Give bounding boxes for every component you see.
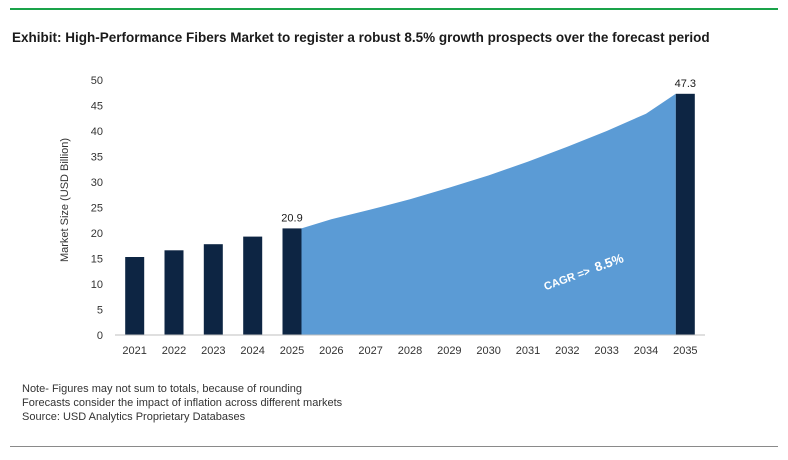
x-tick-label: 2025 — [280, 345, 304, 357]
x-tick-label: 2032 — [555, 345, 579, 357]
bar-2035 — [675, 93, 695, 335]
footnotes: Note- Figures may not sum to totals, bec… — [22, 382, 342, 424]
x-tick-label: 2024 — [240, 345, 264, 357]
y-tick-label: 35 — [91, 152, 103, 164]
bars — [125, 93, 695, 335]
y-tick-label: 45 — [91, 101, 103, 113]
x-tick-label: 2030 — [476, 345, 500, 357]
y-tick-label: 50 — [91, 75, 103, 87]
y-tick-label: 20 — [91, 228, 103, 240]
y-tick-label: 25 — [91, 203, 103, 215]
y-tick-label: 10 — [91, 279, 103, 291]
x-tick-label: 2029 — [437, 345, 461, 357]
x-axis: 2021 2022 2023 2024 2025 2026 2027 2028 2029 2030… — [115, 334, 705, 357]
data-label-2025: 20.9 — [281, 212, 302, 224]
bar-2024 — [243, 236, 263, 335]
x-tick-label: 2026 — [319, 345, 343, 357]
x-tick-label: 2027 — [358, 345, 382, 357]
y-tick-label: 5 — [97, 305, 103, 317]
y-axis: 0 5 10 15 20 25 30 35 40 45 50 — [91, 75, 103, 342]
bar-2021 — [125, 257, 145, 335]
x-tick-label: 2035 — [673, 345, 697, 357]
x-tick-label: 2028 — [398, 345, 422, 357]
y-tick-label: 30 — [91, 177, 103, 189]
x-tick-label: 2023 — [201, 345, 225, 357]
x-tick-label: 2031 — [516, 345, 540, 357]
note-inflation: Forecasts consider the impact of inflati… — [22, 397, 343, 409]
note-rounding: Note- Figures may not sum to totals, bec… — [22, 383, 303, 395]
y-tick-label: 15 — [91, 254, 103, 266]
y-axis-label: Market Size (USD Billion) — [59, 138, 71, 262]
bar-2023 — [203, 244, 223, 335]
y-tick-label: 40 — [91, 126, 103, 138]
forecast-area-layer — [301, 93, 676, 335]
top-rule — [10, 8, 778, 10]
bar-2022 — [164, 250, 184, 335]
y-tick-label: 0 — [97, 330, 103, 342]
note-source: Source: USD Analytics Proprietary Databa… — [22, 411, 246, 423]
forecast-area — [301, 93, 676, 335]
x-tick-label: 2022 — [162, 345, 186, 357]
data-label-2035: 47.3 — [675, 78, 696, 90]
data-labels: 20.9 47.3 — [281, 78, 696, 225]
x-tick-label: 2033 — [594, 345, 618, 357]
bar-2025 — [282, 228, 302, 335]
x-tick-label: 2034 — [634, 345, 658, 357]
chart-title: Exhibit: High-Performance Fibers Market … — [12, 30, 710, 45]
bottom-rule — [10, 446, 778, 447]
x-tick-label: 2021 — [122, 345, 146, 357]
